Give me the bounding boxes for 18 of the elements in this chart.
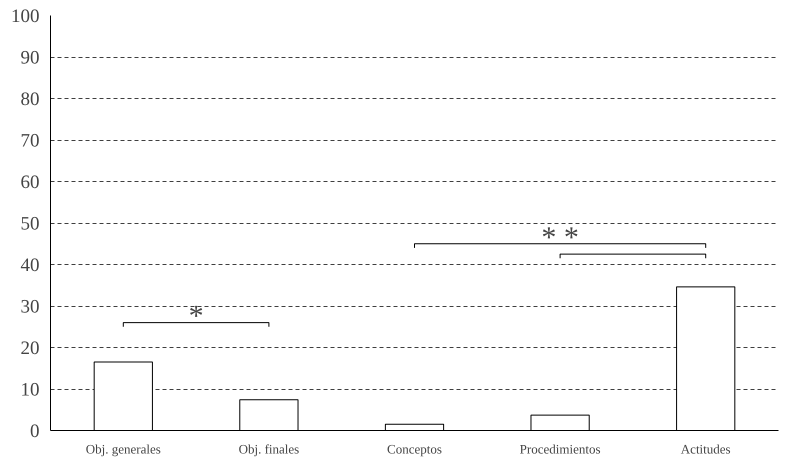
- y-tick-label: 0: [30, 421, 40, 442]
- y-tick-label: 20: [20, 338, 40, 359]
- x-tick-label: Procedimientos: [520, 442, 601, 456]
- y-tick-label: 10: [20, 380, 40, 400]
- x-tick-label: Obj. finales: [238, 442, 300, 456]
- y-tick-label: 90: [20, 48, 40, 68]
- y-tick-label: 70: [20, 130, 40, 152]
- y-tick-label: 40: [20, 255, 40, 276]
- x-tick-label: Obj. generales: [86, 442, 161, 456]
- y-tick-label: 30: [20, 296, 40, 318]
- x-tick-label: Actitudes: [680, 442, 731, 456]
- y-tick-label: 60: [20, 172, 40, 193]
- x-tick-label: Conceptos: [387, 442, 442, 456]
- y-tick-label: 50: [20, 214, 40, 234]
- y-tick-label: 80: [20, 89, 40, 110]
- annotation: *: [188, 300, 204, 333]
- y-tick-label: 100: [11, 6, 40, 27]
- annotation: * *: [541, 220, 579, 254]
